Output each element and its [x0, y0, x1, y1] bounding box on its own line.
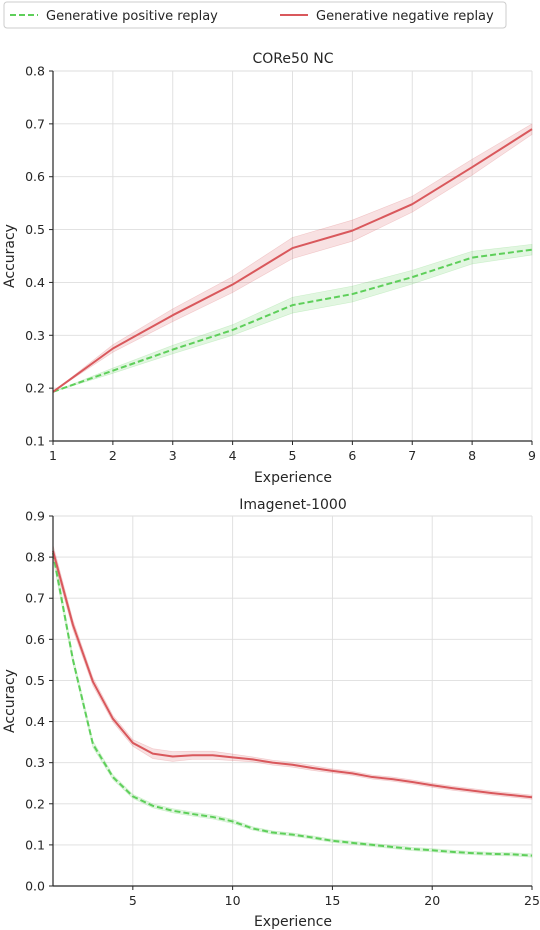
x-tick-label: 3 [169, 448, 177, 463]
series-line-positive [52, 552, 533, 857]
y-tick-label: 0.2 [25, 381, 45, 396]
legend-label-positive: Generative positive replay [46, 9, 218, 24]
x-tick-label: 7 [408, 448, 416, 463]
series-lines [52, 550, 533, 857]
series-line-positive [52, 248, 533, 393]
y-tick-label: 0.1 [25, 434, 45, 449]
series-line-negative [52, 550, 533, 799]
x-axis-label: Experience [254, 470, 332, 486]
x-tick-label: 5 [129, 893, 137, 908]
y-tick-label: 0.0 [25, 879, 45, 894]
x-tick-label: 10 [225, 893, 241, 908]
y-tick-label: 0.7 [25, 591, 45, 606]
x-tick-labels: 1 2 3 4 5 6 7 8 9 [49, 448, 536, 463]
y-tick-label: 0.6 [25, 632, 45, 647]
x-tick-labels: 5 10 15 20 25 [129, 893, 540, 908]
y-axis-label: Accuracy [2, 224, 18, 288]
y-tick-labels: 0.1 0.2 0.3 0.4 0.5 0.6 0.7 0.8 [25, 64, 45, 449]
x-tick-label: 15 [324, 893, 340, 908]
series-lines [52, 128, 533, 393]
axes [49, 515, 533, 890]
band-positive [52, 244, 533, 393]
y-tick-label: 0.8 [25, 64, 45, 79]
x-tick-label: 2 [109, 448, 117, 463]
grid [53, 515, 533, 887]
y-tick-label: 0.1 [25, 837, 45, 852]
x-tick-label: 1 [49, 448, 57, 463]
x-tick-label: 9 [528, 448, 536, 463]
y-tick-label: 0.5 [25, 222, 45, 237]
x-tick-label: 20 [424, 893, 440, 908]
x-tick-label: 25 [524, 893, 540, 908]
legend: Generative positive replay Generative ne… [3, 1, 507, 29]
y-tick-label: 0.6 [25, 169, 45, 184]
y-tick-label: 0.8 [25, 550, 45, 565]
y-tick-label: 0.3 [25, 328, 45, 343]
y-tick-label: 0.4 [25, 714, 45, 729]
y-tick-label: 0.9 [25, 509, 45, 524]
y-tick-label: 0.3 [25, 755, 45, 770]
x-tick-label: 6 [348, 448, 356, 463]
y-tick-label: 0.5 [25, 673, 45, 688]
y-tick-labels: 0.0 0.1 0.2 0.3 0.4 0.5 0.6 0.7 0.8 0.9 [25, 509, 45, 894]
confidence-bands [52, 544, 533, 858]
legend-frame [3, 1, 507, 29]
legend-label-negative: Generative negative replay [316, 9, 494, 24]
y-tick-label: 0.4 [25, 275, 45, 290]
band-positive [52, 546, 533, 858]
x-tick-label: 5 [289, 448, 297, 463]
chart-title: Imagenet-1000 [239, 497, 347, 513]
band-negative [52, 544, 533, 800]
x-axis-label: Experience [254, 914, 332, 930]
series-line-negative [52, 128, 533, 393]
y-axis-label: Accuracy [2, 669, 18, 733]
x-tick-label: 4 [229, 448, 237, 463]
y-tick-label: 0.2 [25, 796, 45, 811]
axes [49, 70, 533, 445]
x-tick-label: 8 [468, 448, 476, 463]
chart-title: CORe50 NC [252, 51, 333, 67]
chart-imagenet-1000: Imagenet-1000 5 10 15 20 25 0.00.10.20.30.40… [2, 497, 540, 930]
y-tick-label: 0.7 [25, 116, 45, 131]
